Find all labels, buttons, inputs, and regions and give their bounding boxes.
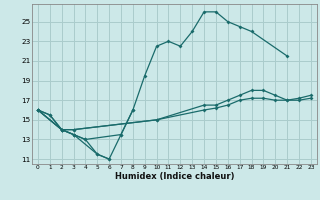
X-axis label: Humidex (Indice chaleur): Humidex (Indice chaleur) xyxy=(115,172,234,181)
